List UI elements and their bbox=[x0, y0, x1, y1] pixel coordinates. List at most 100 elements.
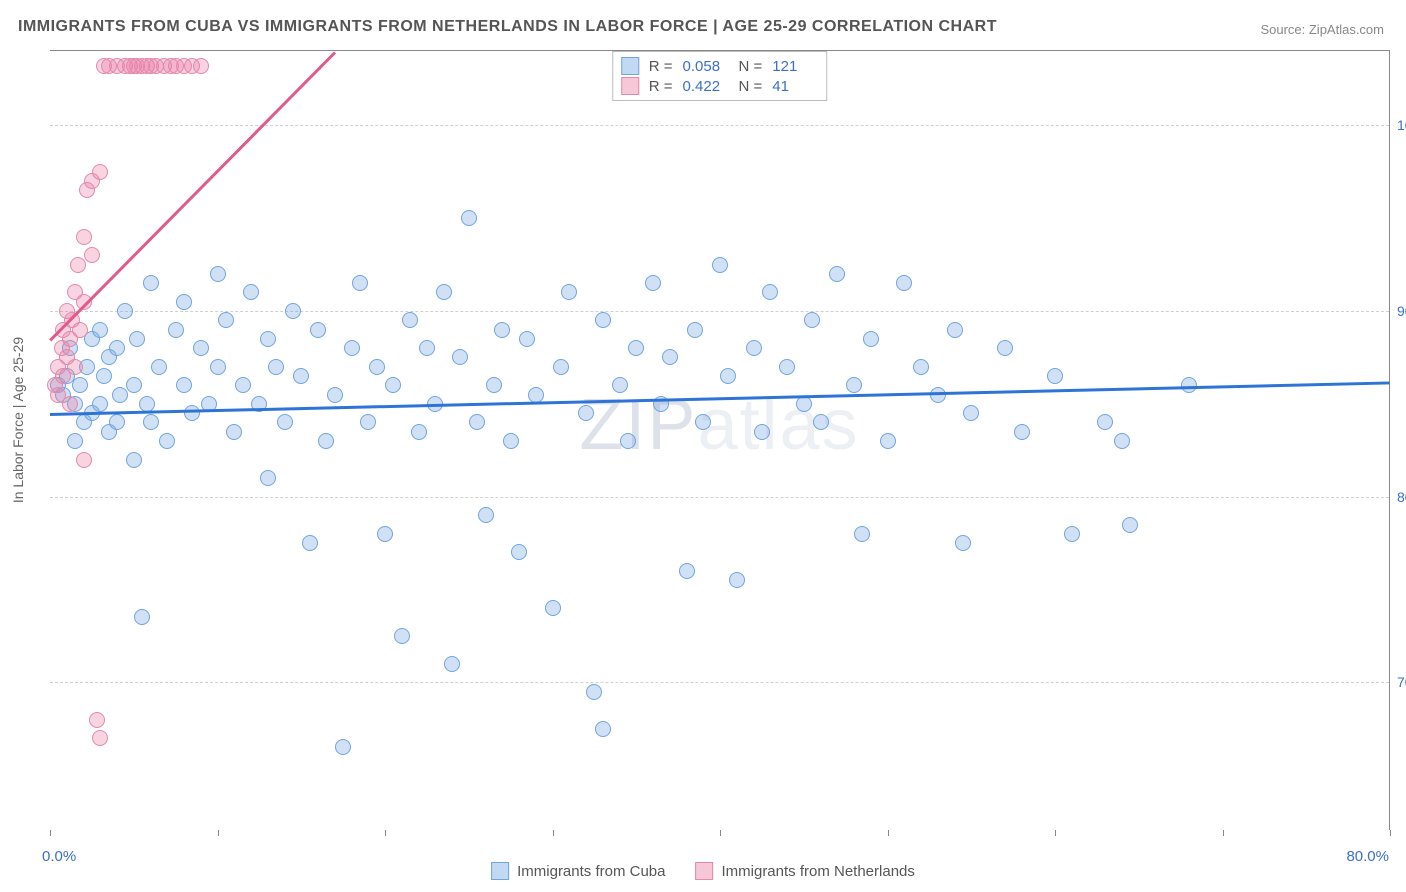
y-gridline bbox=[50, 311, 1389, 312]
data-point-series-0 bbox=[126, 452, 142, 468]
watermark-part-a: ZIP bbox=[579, 385, 697, 465]
data-point-series-0 bbox=[143, 414, 159, 430]
data-point-series-0 bbox=[268, 359, 284, 375]
stats-row-series-1: R = 0.422 N = 41 bbox=[621, 76, 819, 96]
stats-legend-box: R = 0.058 N = 121 R = 0.422 N = 41 bbox=[612, 51, 828, 101]
data-point-series-0 bbox=[109, 340, 125, 356]
data-point-series-0 bbox=[913, 359, 929, 375]
data-point-series-1 bbox=[62, 396, 78, 412]
data-point-series-0 bbox=[126, 377, 142, 393]
data-point-series-0 bbox=[260, 331, 276, 347]
source-attribution: Source: ZipAtlas.com bbox=[1260, 22, 1384, 37]
data-point-series-0 bbox=[139, 396, 155, 412]
data-point-series-0 bbox=[67, 433, 83, 449]
data-point-series-0 bbox=[193, 340, 209, 356]
data-point-series-0 bbox=[1014, 424, 1030, 440]
data-point-series-0 bbox=[327, 387, 343, 403]
data-point-series-0 bbox=[352, 275, 368, 291]
data-point-series-0 bbox=[1064, 526, 1080, 542]
data-point-series-0 bbox=[863, 331, 879, 347]
x-tick bbox=[1055, 830, 1056, 836]
y-tick-label: 70.0% bbox=[1397, 674, 1406, 690]
data-point-series-0 bbox=[151, 359, 167, 375]
data-point-series-0 bbox=[235, 377, 251, 393]
data-point-series-0 bbox=[1047, 368, 1063, 384]
data-point-series-0 bbox=[997, 340, 1013, 356]
data-point-series-0 bbox=[829, 266, 845, 282]
source-link[interactable]: ZipAtlas.com bbox=[1309, 22, 1384, 37]
data-point-series-0 bbox=[369, 359, 385, 375]
data-point-series-0 bbox=[344, 340, 360, 356]
data-point-series-0 bbox=[360, 414, 376, 430]
data-point-series-0 bbox=[92, 322, 108, 338]
data-point-series-0 bbox=[762, 284, 778, 300]
n-value-1: 41 bbox=[772, 78, 818, 95]
data-point-series-0 bbox=[519, 331, 535, 347]
data-point-series-0 bbox=[628, 340, 644, 356]
data-point-series-0 bbox=[478, 507, 494, 523]
y-tick-label: 90.0% bbox=[1397, 303, 1406, 319]
data-point-series-0 bbox=[159, 433, 175, 449]
source-prefix: Source: bbox=[1260, 22, 1308, 37]
r-value-1: 0.422 bbox=[683, 78, 729, 95]
data-point-series-0 bbox=[553, 359, 569, 375]
data-point-series-0 bbox=[411, 424, 427, 440]
y-tick-label: 100.0% bbox=[1397, 117, 1406, 133]
data-point-series-0 bbox=[72, 377, 88, 393]
legend-item-0: Immigrants from Cuba bbox=[491, 862, 665, 880]
data-point-series-0 bbox=[804, 312, 820, 328]
data-point-series-0 bbox=[645, 275, 661, 291]
x-axis-max-label: 80.0% bbox=[1346, 848, 1389, 865]
legend-label-0: Immigrants from Cuba bbox=[517, 863, 665, 880]
y-gridline bbox=[50, 682, 1389, 683]
data-point-series-0 bbox=[679, 563, 695, 579]
data-point-series-1 bbox=[89, 712, 105, 728]
trend-line-series-0 bbox=[50, 382, 1390, 416]
data-point-series-0 bbox=[293, 368, 309, 384]
data-point-series-0 bbox=[117, 303, 133, 319]
data-point-series-0 bbox=[561, 284, 577, 300]
data-point-series-1 bbox=[76, 452, 92, 468]
data-point-series-0 bbox=[1114, 433, 1130, 449]
data-point-series-1 bbox=[92, 730, 108, 746]
n-label-0: N = bbox=[739, 58, 763, 75]
data-point-series-1 bbox=[193, 58, 209, 74]
n-label-1: N = bbox=[739, 78, 763, 95]
data-point-series-0 bbox=[176, 294, 192, 310]
data-point-series-0 bbox=[226, 424, 242, 440]
data-point-series-0 bbox=[210, 266, 226, 282]
data-point-series-0 bbox=[687, 322, 703, 338]
x-tick bbox=[720, 830, 721, 836]
data-point-series-0 bbox=[377, 526, 393, 542]
data-point-series-1 bbox=[67, 359, 83, 375]
data-point-series-0 bbox=[813, 414, 829, 430]
data-point-series-0 bbox=[494, 322, 510, 338]
data-point-series-0 bbox=[503, 433, 519, 449]
data-point-series-1 bbox=[72, 322, 88, 338]
legend-swatch-0 bbox=[491, 862, 509, 880]
x-tick bbox=[50, 830, 51, 836]
data-point-series-0 bbox=[385, 377, 401, 393]
data-point-series-0 bbox=[528, 387, 544, 403]
legend-label-1: Immigrants from Netherlands bbox=[721, 863, 914, 880]
data-point-series-0 bbox=[712, 257, 728, 273]
data-point-series-0 bbox=[754, 424, 770, 440]
data-point-series-0 bbox=[486, 377, 502, 393]
data-point-series-0 bbox=[695, 414, 711, 430]
data-point-series-0 bbox=[218, 312, 234, 328]
y-axis-label: In Labor Force | Age 25-29 bbox=[10, 337, 26, 503]
plot-area: ZIPatlas R = 0.058 N = 121 R = 0.422 N =… bbox=[50, 50, 1390, 830]
data-point-series-0 bbox=[96, 368, 112, 384]
data-point-series-0 bbox=[302, 535, 318, 551]
data-point-series-0 bbox=[184, 405, 200, 421]
data-point-series-0 bbox=[210, 359, 226, 375]
data-point-series-0 bbox=[143, 275, 159, 291]
data-point-series-0 bbox=[729, 572, 745, 588]
data-point-series-0 bbox=[545, 600, 561, 616]
series-1-swatch bbox=[621, 77, 639, 95]
data-point-series-0 bbox=[402, 312, 418, 328]
data-point-series-0 bbox=[880, 433, 896, 449]
data-point-series-0 bbox=[896, 275, 912, 291]
data-point-series-0 bbox=[612, 377, 628, 393]
data-point-series-0 bbox=[335, 739, 351, 755]
